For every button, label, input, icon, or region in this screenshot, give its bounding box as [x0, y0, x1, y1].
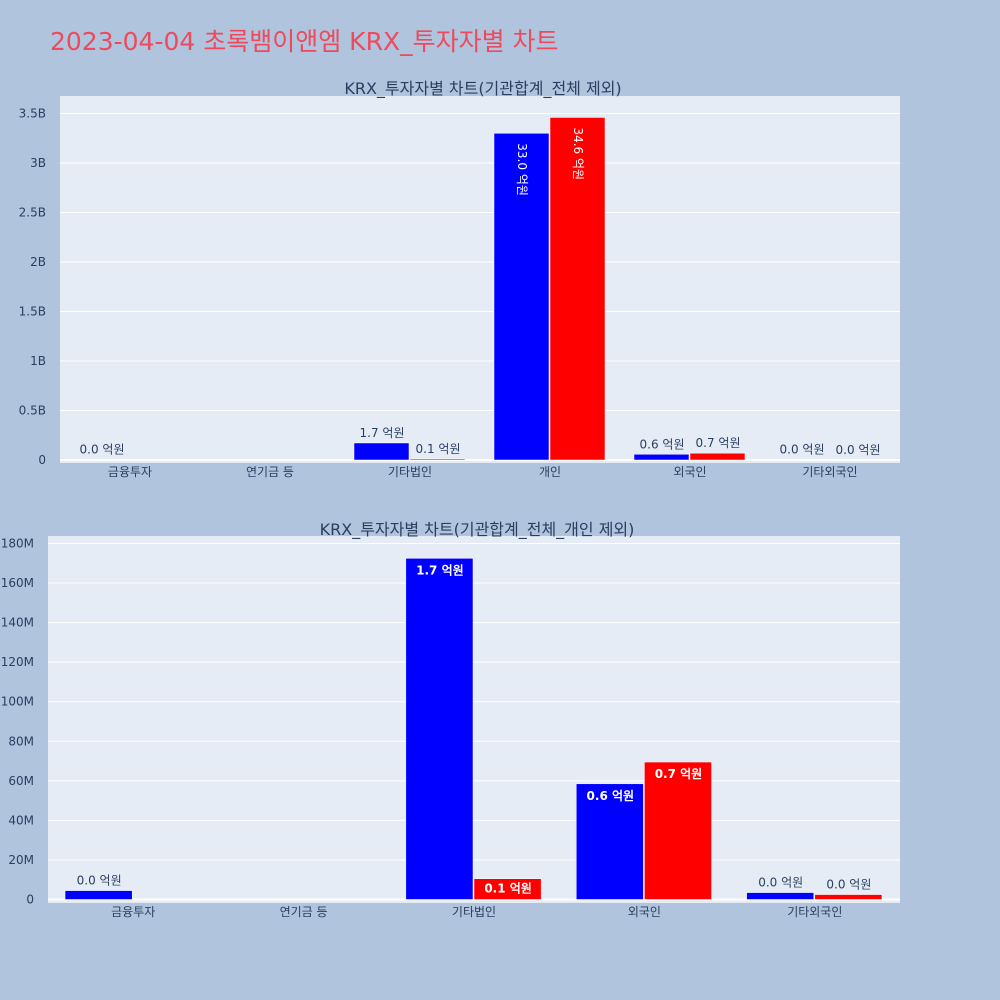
top-chart-title: KRX_투자자별 차트(기관합계_전체 제외) — [344, 79, 621, 99]
page-title: 2023-04-04 초록뱀이앤엠 KRX_투자자별 차트 — [50, 27, 559, 56]
top-bar — [409, 458, 466, 461]
bottom-bar — [644, 761, 712, 900]
top-bar — [633, 454, 690, 461]
top-plot-area — [60, 96, 900, 463]
bottom-plot-area — [48, 536, 900, 903]
top-y-tick-label: 0 — [38, 453, 46, 467]
top-y-tick-label: 2.5B — [19, 206, 46, 220]
top-data-label: 0.7 억원 — [696, 436, 741, 450]
bottom-bar — [814, 894, 883, 900]
top-x-tick-label: 연기금 등 — [246, 465, 294, 479]
top-data-label: 33.0 억원 — [515, 143, 529, 196]
top-bar — [549, 117, 606, 461]
bottom-y-tick-label: 0 — [26, 893, 34, 907]
bottom-bar — [473, 878, 542, 900]
top-x-tick-label: 기타법인 — [388, 465, 432, 479]
top-y-tick-label: 3.5B — [19, 107, 46, 121]
top-x-tick-label: 개인 — [539, 465, 561, 479]
bottom-data-label: 1.7 억원 — [416, 563, 464, 577]
bottom-data-label: 0.0 억원 — [77, 874, 122, 888]
bottom-bar — [64, 890, 133, 900]
top-bar — [689, 452, 746, 461]
bottom-data-label: 0.7 억원 — [655, 767, 703, 781]
bottom-bar — [746, 892, 815, 900]
bottom-data-label: 0.0 억원 — [826, 878, 871, 892]
top-y-tick-label: 2B — [30, 255, 46, 269]
top-y-tick-label: 1B — [30, 354, 46, 368]
bottom-y-tick-label: 20M — [8, 853, 34, 867]
top-data-label: 0.0 억원 — [836, 443, 881, 457]
bottom-bar — [405, 558, 474, 900]
top-data-label: 0.1 억원 — [416, 442, 461, 456]
bottom-y-tick-label: 60M — [8, 774, 34, 788]
top-data-label: 1.7 억원 — [360, 426, 405, 440]
bottom-y-tick-label: 40M — [8, 813, 34, 827]
top-bar — [493, 133, 550, 461]
top-y-tick-label: 1.5B — [19, 305, 46, 319]
bottom-chart-title: KRX_투자자별 차트(기관합계_전체_개인 제외) — [320, 520, 635, 540]
bottom-y-tick-label: 120M — [1, 655, 34, 669]
bottom-y-tick-label: 80M — [8, 734, 34, 748]
top-data-label: 0.0 억원 — [80, 443, 125, 457]
bottom-bar — [575, 783, 644, 900]
top-y-tick-label: 3B — [30, 156, 46, 170]
bottom-data-label: 0.6 억원 — [587, 789, 635, 803]
bottom-x-tick-label: 연기금 등 — [280, 905, 328, 919]
top-x-tick-label: 외국인 — [673, 465, 706, 479]
top-chart: 0 0.5B 1B 1.5B 2B 2.5B 3B 3.5B KRX_투자자별 차트(기관합계_… — [19, 79, 900, 479]
top-data-label: 0.0 억원 — [780, 443, 825, 457]
top-x-tick-label: 금융투자 — [108, 465, 152, 479]
bottom-x-tick-label: 기타외국인 — [787, 905, 842, 919]
bottom-x-tick-label: 기타법인 — [452, 905, 496, 919]
top-data-label: 0.6 억원 — [640, 437, 685, 451]
top-data-label: 34.6 억원 — [571, 127, 585, 180]
bottom-y-tick-label: 180M — [1, 537, 34, 551]
bottom-chart: 0 20M 40M 60M 80M 100M 120M 140M 160M 180M KRX_투자자… — [1, 520, 900, 919]
bottom-y-tick-label: 140M — [1, 616, 34, 630]
bottom-x-tick-label: 금융투자 — [111, 905, 155, 919]
bottom-y-tick-label: 100M — [1, 695, 34, 709]
top-bar — [353, 442, 410, 461]
bottom-x-tick-label: 외국인 — [628, 905, 661, 919]
bottom-data-label: 0.1 억원 — [484, 882, 532, 896]
bottom-data-label: 0.0 억원 — [758, 876, 803, 890]
bottom-y-tick-label: 160M — [1, 576, 34, 590]
top-x-tick-label: 기타외국인 — [802, 465, 857, 479]
top-y-tick-label: 0.5B — [19, 404, 46, 418]
